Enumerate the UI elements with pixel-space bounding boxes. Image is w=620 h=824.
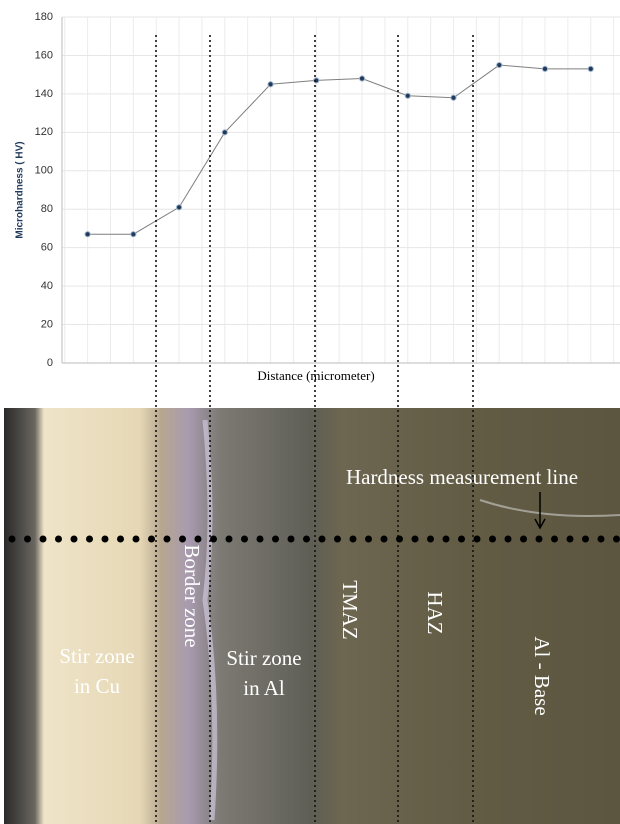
y-tick-label: 20 (41, 318, 53, 330)
y-tick-label: 180 (35, 11, 53, 23)
point (268, 82, 273, 87)
plot: 0 20 40 60 80 100 120 140 160 180 (35, 11, 620, 369)
point (359, 76, 364, 81)
y-tick-label: 80 (41, 203, 53, 215)
zone-label: TMAZ (338, 580, 362, 640)
zone-label: in Cu (74, 674, 121, 698)
y-tick-label: 60 (41, 242, 53, 254)
y-axis-label: Microhardness ( HV) (15, 141, 26, 238)
point (588, 66, 593, 71)
y-tick-label: 160 (35, 49, 53, 61)
zone-label: Stir zone (226, 646, 301, 670)
point (85, 232, 90, 237)
zone-label: Al - Base (530, 636, 554, 715)
y-tick-label: 120 (35, 126, 53, 138)
point (451, 95, 456, 100)
zone-label: in Al (243, 676, 285, 700)
point (542, 66, 547, 71)
zone-label: Stir zone (59, 644, 134, 668)
y-tick-label: 40 (41, 280, 53, 292)
point (222, 130, 227, 135)
figure: Distance (micrometer) Microhardness ( HV… (0, 0, 620, 824)
point (405, 93, 410, 98)
zone-label: Border zone (180, 544, 204, 647)
point (497, 62, 502, 67)
x-axis-label: Distance (micrometer) (257, 368, 374, 383)
measurement-label: Hardness measurement line (346, 465, 578, 489)
point (176, 205, 181, 210)
point (131, 232, 136, 237)
y-tick-label: 0 (47, 357, 53, 369)
y-tick-label: 100 (35, 165, 53, 177)
page: Distance (micrometer) Microhardness ( HV… (0, 0, 620, 824)
zone-label: HAZ (423, 591, 447, 634)
y-tick-label: 140 (35, 88, 53, 100)
